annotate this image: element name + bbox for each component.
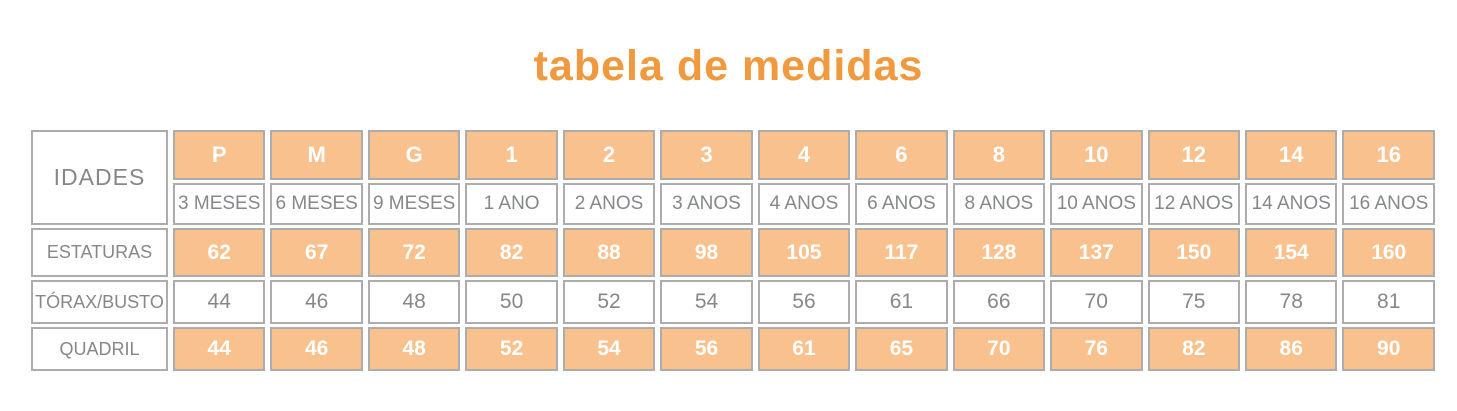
row-label-1: TÓRAX/BUSTO [31, 280, 168, 324]
value-cell-2-8: 70 [952, 327, 1046, 371]
size-table: IDADES P M G 1 2 3 4 6 8 10 12 14 16 3 MESES 6 MESES 9 M… [26, 127, 1440, 374]
age-cell-5: 3 ANOS [660, 183, 753, 225]
value-cell-2-6: 61 [757, 327, 851, 371]
size-code-cell-8: 8 [952, 130, 1046, 180]
age-cell-2: 9 MESES [367, 183, 461, 225]
value-cell-2-9: 76 [1050, 327, 1143, 371]
value-cell-1-6: 56 [757, 280, 851, 324]
value-cell-0-12: 160 [1342, 228, 1435, 277]
size-code-cell-9: 10 [1050, 130, 1143, 180]
value-cell-1-11: 78 [1244, 280, 1338, 324]
value-cell-0-5: 98 [660, 228, 753, 277]
measure-row-1: TÓRAX/BUSTO 44 46 48 50 52 54 56 61 66 70 75 78 81 [31, 280, 1435, 324]
age-cell-3: 1 ANO [465, 183, 558, 225]
size-code-cell-6: 4 [757, 130, 851, 180]
age-cell-7: 6 ANOS [855, 183, 948, 225]
measure-row-2: QUADRIL 44 46 48 52 54 56 61 65 70 76 82 86 90 [31, 327, 1435, 371]
size-code-cell-0: P [173, 130, 266, 180]
value-cell-2-10: 82 [1147, 327, 1240, 371]
value-cell-1-9: 70 [1050, 280, 1143, 324]
value-cell-1-4: 52 [562, 280, 656, 324]
value-cell-1-5: 54 [660, 280, 753, 324]
value-cell-0-8: 128 [952, 228, 1046, 277]
value-cell-1-2: 48 [367, 280, 461, 324]
age-cell-10: 12 ANOS [1147, 183, 1240, 225]
value-cell-0-4: 88 [562, 228, 656, 277]
age-cell-6: 4 ANOS [757, 183, 851, 225]
value-cell-2-4: 54 [562, 327, 656, 371]
age-cell-1: 6 MESES [270, 183, 363, 225]
value-cell-1-12: 81 [1342, 280, 1435, 324]
size-code-cell-2: G [367, 130, 461, 180]
value-cell-0-3: 82 [465, 228, 558, 277]
size-table-body: IDADES P M G 1 2 3 4 6 8 10 12 14 16 3 MESES 6 MESES 9 M… [31, 130, 1435, 371]
value-cell-2-5: 56 [660, 327, 753, 371]
age-cell-0: 3 MESES [173, 183, 266, 225]
measure-row-0: ESTATURAS 62 67 72 82 88 98 105 117 128 137 150 154 1… [31, 228, 1435, 277]
size-code-cell-5: 3 [660, 130, 753, 180]
value-cell-2-1: 46 [270, 327, 363, 371]
size-code-cell-4: 2 [562, 130, 656, 180]
size-code-cell-12: 16 [1342, 130, 1435, 180]
value-cell-1-1: 46 [270, 280, 363, 324]
value-cell-2-12: 90 [1342, 327, 1435, 371]
value-cell-2-3: 52 [465, 327, 558, 371]
size-code-cell-1: M [270, 130, 363, 180]
size-code-cell-7: 6 [855, 130, 948, 180]
value-cell-0-6: 105 [757, 228, 851, 277]
value-cell-0-7: 117 [855, 228, 948, 277]
corner-label-idades: IDADES [31, 130, 168, 225]
page-title: tabela de medidas [533, 42, 924, 90]
value-cell-1-7: 61 [855, 280, 948, 324]
age-cell-8: 8 ANOS [952, 183, 1046, 225]
age-cell-11: 14 ANOS [1244, 183, 1338, 225]
value-cell-1-0: 44 [173, 280, 266, 324]
value-cell-2-0: 44 [173, 327, 266, 371]
age-cell-12: 16 ANOS [1342, 183, 1435, 225]
age-cell-9: 10 ANOS [1050, 183, 1143, 225]
age-cell-4: 2 ANOS [562, 183, 656, 225]
row-label-0: ESTATURAS [31, 228, 168, 277]
value-cell-0-9: 137 [1050, 228, 1143, 277]
size-code-cell-3: 1 [465, 130, 558, 180]
size-code-cell-11: 14 [1244, 130, 1338, 180]
value-cell-1-3: 50 [465, 280, 558, 324]
value-cell-2-7: 65 [855, 327, 948, 371]
value-cell-0-11: 154 [1244, 228, 1338, 277]
row-label-2: QUADRIL [31, 327, 168, 371]
value-cell-0-2: 72 [367, 228, 461, 277]
size-code-cell-10: 12 [1147, 130, 1240, 180]
value-cell-0-1: 67 [270, 228, 363, 277]
value-cell-0-0: 62 [173, 228, 266, 277]
value-cell-2-11: 86 [1244, 327, 1338, 371]
value-cell-1-10: 75 [1147, 280, 1240, 324]
header-row-ages: 3 MESES 6 MESES 9 MESES 1 ANO 2 ANOS 3 ANOS 4 … [31, 183, 1435, 225]
header-row-size-codes: IDADES P M G 1 2 3 4 6 8 10 12 14 16 [31, 130, 1435, 225]
value-cell-1-8: 66 [952, 280, 1046, 324]
value-cell-2-2: 48 [367, 327, 461, 371]
value-cell-0-10: 150 [1147, 228, 1240, 277]
